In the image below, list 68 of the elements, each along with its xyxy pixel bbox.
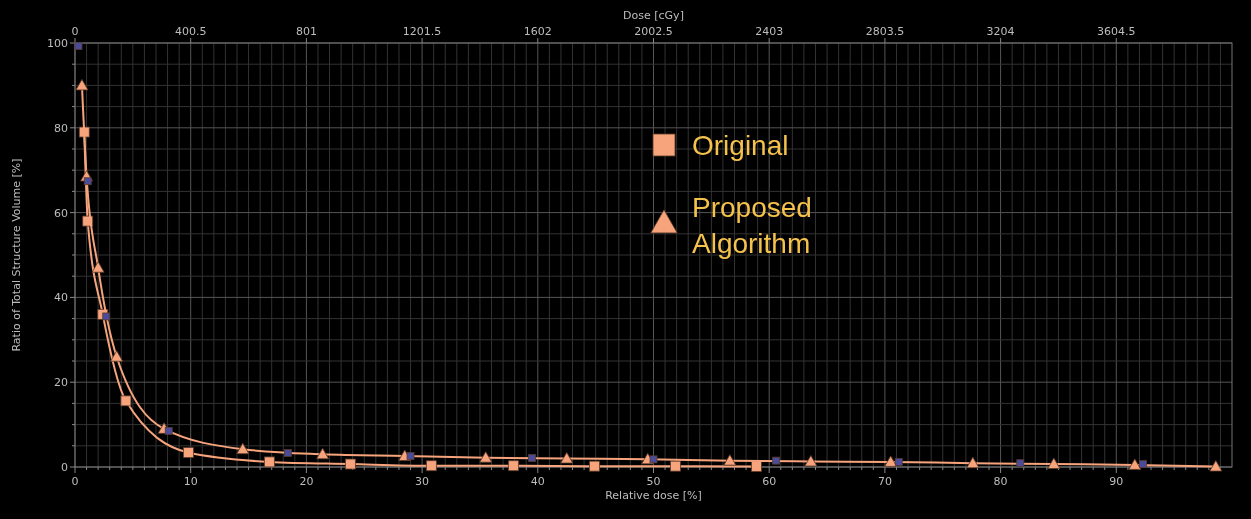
point xyxy=(164,427,173,435)
x-axis-title: Relative dose [%] xyxy=(605,489,702,502)
point xyxy=(82,215,94,227)
point xyxy=(120,395,132,407)
x2-tick-label: 3604.5 xyxy=(1097,25,1136,38)
point xyxy=(884,455,898,467)
point xyxy=(78,126,90,138)
y-tick-label: 0 xyxy=(61,461,68,474)
point xyxy=(804,455,818,467)
point xyxy=(1128,458,1142,470)
x-tick-label: 50 xyxy=(646,475,661,488)
point xyxy=(1047,457,1061,469)
x-tick-label: 60 xyxy=(762,475,777,488)
x-tick-label: 70 xyxy=(877,475,892,488)
legend-label: Original xyxy=(692,130,789,161)
x-tick-label: 40 xyxy=(530,475,545,488)
point xyxy=(83,177,92,186)
x2-tick-label: 801 xyxy=(295,25,317,38)
point xyxy=(723,454,737,466)
x-tick-label: 20 xyxy=(299,475,314,488)
point xyxy=(966,456,980,469)
point xyxy=(1016,459,1025,468)
point xyxy=(751,461,762,472)
point xyxy=(508,460,519,472)
point xyxy=(425,460,437,472)
y-tick-label: 20 xyxy=(54,376,68,390)
point xyxy=(263,456,275,468)
y-tick-label: 60 xyxy=(54,206,68,220)
legend-label: Proposed Algorithm xyxy=(692,192,812,259)
point xyxy=(1209,460,1223,472)
point xyxy=(670,460,681,472)
x2-axis-title: Dose [cGy] xyxy=(623,9,684,22)
point xyxy=(316,447,329,460)
point xyxy=(236,442,250,455)
y-tick-label: 80 xyxy=(54,121,68,135)
point xyxy=(344,458,356,470)
point xyxy=(74,42,83,50)
x2-tick-label: 2803.5 xyxy=(865,25,905,38)
y-axis-title: Ratio of Total Structure Volume [%] xyxy=(10,158,23,352)
x2-tick-label: 0 xyxy=(71,25,79,38)
point xyxy=(528,454,536,462)
y-tick-label: 40 xyxy=(54,291,68,305)
x2-tick-label: 3204 xyxy=(986,25,1015,38)
point xyxy=(102,312,111,321)
point xyxy=(406,452,415,460)
point xyxy=(75,79,89,91)
x-tick-label: 30 xyxy=(415,475,430,488)
point xyxy=(182,447,194,458)
x2-tick-label: 2403 xyxy=(755,25,784,38)
x2-tick-label: 400.5 xyxy=(174,25,207,38)
x-tick-label: 80 xyxy=(993,475,1008,488)
x-tick-label: 10 xyxy=(183,475,198,488)
x-tick-label: 90 xyxy=(1109,475,1124,488)
x-tick-label: 0 xyxy=(71,475,79,488)
y-tick-label: 100 xyxy=(47,37,68,50)
point xyxy=(110,350,124,362)
x2-tick-label: 2002.5 xyxy=(634,25,673,38)
point xyxy=(772,456,781,465)
point xyxy=(1139,460,1147,468)
x2-tick-label: 1201.5 xyxy=(402,25,442,38)
point xyxy=(589,460,600,472)
point xyxy=(649,455,658,464)
x2-tick-label: 1602 xyxy=(523,25,552,38)
point xyxy=(283,449,292,457)
point xyxy=(91,261,105,273)
point xyxy=(560,452,574,464)
point xyxy=(894,458,903,466)
point xyxy=(479,451,493,463)
